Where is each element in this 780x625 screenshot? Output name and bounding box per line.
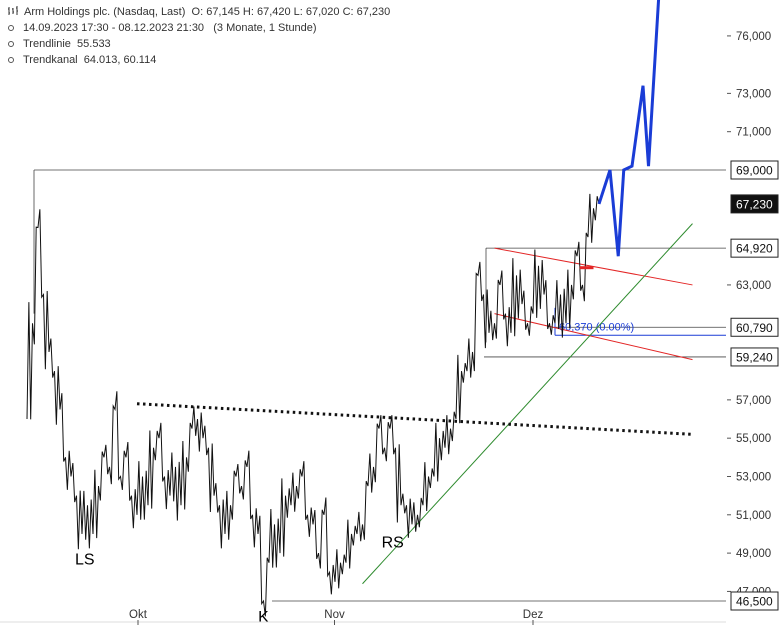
- pattern-label: LS: [75, 552, 95, 569]
- circle-icon[interactable]: [8, 57, 14, 63]
- chart-title: Arm Holdings plc. (Nasdaq, Last): [24, 6, 186, 18]
- price-badge: [730, 194, 779, 214]
- price-badge-label: 59,240: [736, 350, 773, 364]
- projection-line: [597, 0, 661, 257]
- y-tick-label: 55,000: [736, 433, 771, 445]
- x-tick-label: Okt: [129, 609, 148, 621]
- price-badge: [730, 347, 779, 367]
- price-badge-label: 69,000: [736, 164, 773, 178]
- y-tick-label: 49,000: [736, 548, 771, 560]
- chart-period-row: 14.09.2023 17:30 - 08.12.2023 21:30 (3 M…: [8, 22, 317, 34]
- support-trendline: [362, 223, 693, 585]
- ohlc-values: O: 67,145 H: 67,420 L: 67,020 C: 67,230: [191, 6, 391, 18]
- price-badge-label: 67,230: [736, 197, 773, 211]
- y-tick-label: 53,000: [736, 471, 771, 483]
- projection-series: [597, 0, 661, 257]
- y-tick-label: 76,000: [736, 31, 771, 43]
- circle-icon[interactable]: [8, 41, 14, 47]
- chart-title-row: Arm Holdings plc. (Nasdaq, Last) O: 67,1…: [8, 6, 390, 18]
- indicator-value: 55.533: [77, 38, 111, 50]
- price-badge-label: 64,920: [736, 242, 773, 256]
- indicator-trendkanal[interactable]: Trendkanal 64.013, 60.114: [8, 54, 156, 66]
- chart-period: 14.09.2023 17:30 - 08.12.2023 21:30: [23, 22, 205, 34]
- price-badge: [730, 591, 779, 611]
- fibonacci-level-label: 60,370 (0.00%): [559, 321, 634, 333]
- circle-icon[interactable]: [8, 25, 14, 31]
- price-badge: [730, 160, 779, 180]
- annotations: LS K RS: [75, 266, 594, 625]
- price-series: [26, 193, 600, 617]
- y-tick-label: 51,000: [736, 510, 771, 522]
- price-badge-label: 46,500: [736, 595, 773, 609]
- price-badge: [730, 238, 779, 258]
- chart-type-icon[interactable]: [8, 6, 18, 16]
- price-badge: [730, 317, 779, 337]
- y-tick-label: 57,000: [736, 395, 771, 407]
- y-tick-label: 73,000: [736, 88, 771, 100]
- trend-channel-line: [494, 313, 693, 361]
- y-tick-label: 63,000: [736, 280, 771, 292]
- neckline-trendline: [136, 402, 693, 436]
- indicator-label: Trendkanal: [23, 54, 78, 66]
- chart-period-note: (3 Monate, 1 Stunde): [213, 22, 317, 34]
- indicator-value: 64.013, 60.114: [83, 54, 157, 66]
- pattern-label: K: [258, 609, 269, 625]
- indicator-label: Trendlinie: [23, 38, 71, 50]
- price-badge-label: 60,790: [736, 321, 773, 335]
- price-line: [26, 193, 600, 617]
- indicator-trendlinie[interactable]: Trendlinie 55.533: [8, 38, 111, 50]
- x-tick-label: Nov: [324, 609, 345, 621]
- y-tick-label: 71,000: [736, 127, 771, 139]
- x-tick-label: Dez: [523, 609, 544, 621]
- pattern-label: RS: [382, 534, 404, 551]
